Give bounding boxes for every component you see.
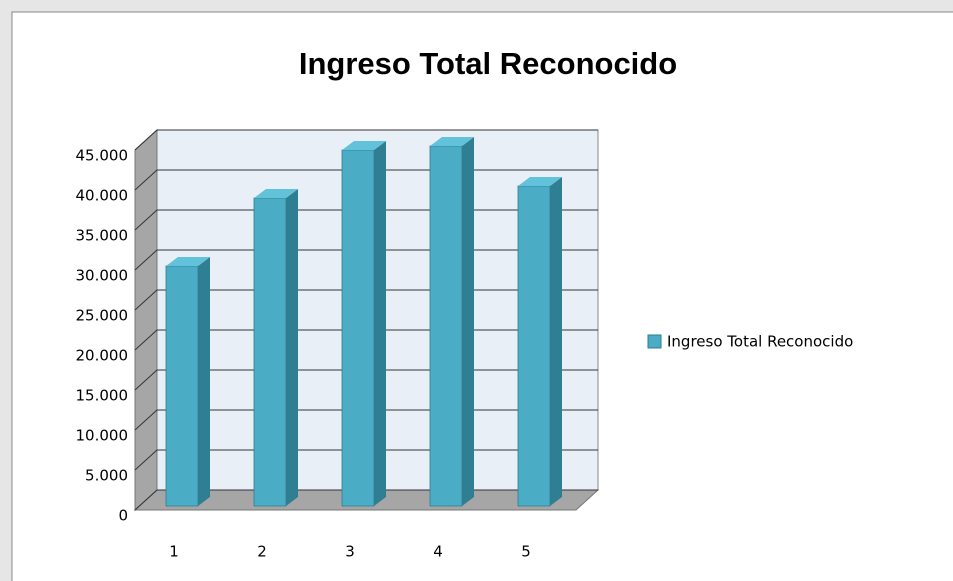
bar-side xyxy=(550,177,562,506)
y-tick-label: 45.000 xyxy=(76,147,129,165)
bar xyxy=(429,145,463,507)
legend-label: Ingreso Total Reconocido xyxy=(667,333,853,351)
bar-top xyxy=(254,189,298,198)
bar-side xyxy=(462,137,474,506)
bar xyxy=(165,265,199,507)
bar-top xyxy=(430,137,474,146)
y-tick-label: 35.000 xyxy=(76,227,129,245)
chart-title: Ingreso Total Reconocido xyxy=(299,46,677,81)
x-tick-label: 5 xyxy=(521,543,531,561)
grid-line xyxy=(134,129,598,151)
x-tick-label: 1 xyxy=(169,543,179,561)
bar-side xyxy=(374,141,386,506)
y-tick-label: 30.000 xyxy=(76,267,129,285)
bar-side xyxy=(286,189,298,506)
y-tick-label: 0 xyxy=(118,507,128,525)
bar xyxy=(517,185,551,507)
bar-top xyxy=(518,177,562,186)
x-tick-label: 4 xyxy=(433,543,443,561)
y-tick-label: 15.000 xyxy=(76,387,129,405)
x-tick-label: 3 xyxy=(345,543,355,561)
bar xyxy=(253,197,287,507)
bar-top xyxy=(166,257,210,266)
y-tick-label: 5.000 xyxy=(85,467,128,485)
y-tick-label: 25.000 xyxy=(76,307,129,325)
legend-swatch xyxy=(647,334,662,349)
bar-top xyxy=(342,141,386,150)
y-tick-label: 10.000 xyxy=(76,427,129,445)
bar xyxy=(341,149,375,507)
bar-side xyxy=(198,257,210,506)
x-tick-label: 2 xyxy=(257,543,267,561)
y-tick-label: 20.000 xyxy=(76,347,129,365)
y-tick-label: 40.000 xyxy=(76,187,129,205)
